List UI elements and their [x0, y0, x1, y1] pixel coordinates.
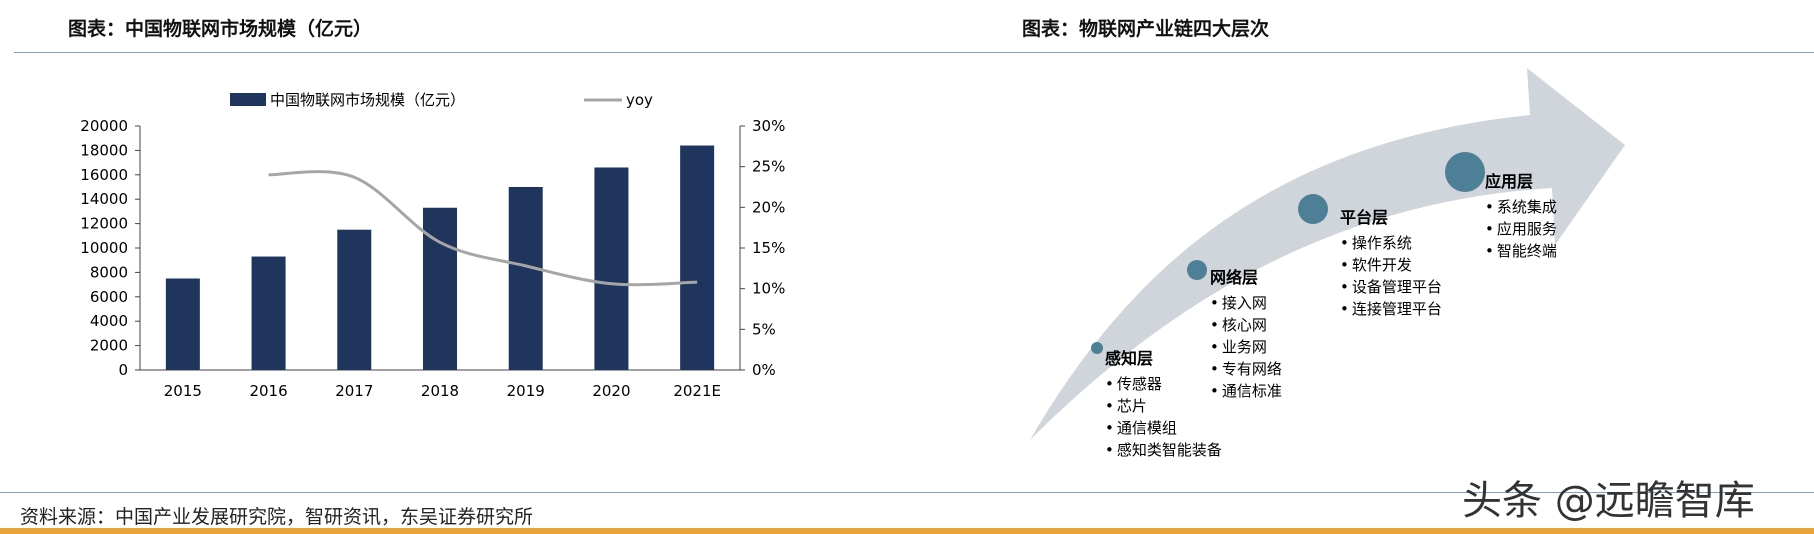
right-tick-label: 25%: [752, 158, 785, 176]
watermark: 头条 @远瞻智库: [1462, 478, 1755, 524]
layer-item: 芯片: [1105, 395, 1222, 417]
right-tick-label: 0%: [752, 361, 776, 379]
layer-item: 连接管理平台: [1340, 298, 1442, 320]
left-tick-label: 4000: [90, 312, 128, 330]
left-tick-label: 12000: [80, 215, 128, 233]
legend-bar-label: 中国物联网市场规模（亿元）: [270, 91, 465, 109]
perception-layer-node: [1091, 342, 1103, 354]
left-tick-label: 6000: [90, 288, 128, 306]
left-tick-label: 2000: [90, 337, 128, 355]
x-tick-label: 2016: [249, 382, 287, 400]
right-tick-label: 15%: [752, 239, 785, 257]
bar: [508, 187, 543, 370]
layer-item: 软件开发: [1340, 254, 1442, 276]
layer-title: 网络层: [1210, 268, 1259, 287]
left-tick-label: 0: [118, 361, 128, 379]
bar: [594, 167, 629, 370]
x-tick-label: 2021E: [673, 382, 721, 400]
footer-divider: [0, 492, 1814, 493]
source-note: 资料来源：中国产业发展研究院，智研资讯，东吴证券研究所: [20, 506, 534, 528]
layer-item: 系统集成: [1485, 196, 1557, 218]
left-tick-label: 16000: [80, 166, 128, 184]
bar: [251, 256, 286, 370]
layer-item: 专有网络: [1210, 358, 1282, 380]
chain-layer-application: 应用层 系统集成 应用服务 智能终端: [1485, 168, 1557, 262]
network-layer-node: [1187, 260, 1207, 280]
x-tick-label: 2018: [421, 382, 459, 400]
left-tick-label: 10000: [80, 239, 128, 257]
right-tick-label: 5%: [752, 320, 776, 338]
right-tick-label: 10%: [752, 280, 785, 298]
bar: [680, 145, 715, 370]
application-layer-node: [1445, 152, 1485, 192]
right-chart-title: 图表：物联网产业链四大层次: [1022, 18, 1270, 40]
layer-title: 感知层: [1105, 349, 1154, 368]
x-tick-label: 2019: [507, 382, 545, 400]
left-tick-label: 14000: [80, 190, 128, 208]
yoy-line: [268, 170, 698, 287]
layer-item: 通信标准: [1210, 380, 1282, 402]
x-tick-label: 2020: [592, 382, 630, 400]
layer-item: 传感器: [1105, 373, 1222, 395]
layer-item: 设备管理平台: [1340, 276, 1442, 298]
left-tick-label: 20000: [80, 117, 128, 135]
bar: [165, 278, 200, 370]
layer-item: 通信模组: [1105, 417, 1222, 439]
left-tick-label: 18000: [80, 141, 128, 159]
right-tick-label: 20%: [752, 198, 785, 216]
layer-title: 平台层: [1340, 208, 1389, 227]
layer-item: 业务网: [1210, 336, 1282, 358]
industry-chain-arrow: [1030, 68, 1625, 440]
platform-layer-node: [1298, 194, 1328, 224]
layer-item: 核心网: [1210, 314, 1282, 336]
layer-title: 应用层: [1485, 172, 1534, 191]
market-size-chart: 0 2000 4000 6000 8000 10000 12000 14000 16000 180…: [80, 91, 785, 400]
legend-line-label: yoy: [626, 91, 653, 109]
left-chart-title: 图表：中国物联网市场规模（亿元）: [68, 18, 373, 40]
legend-bar-swatch: [230, 93, 266, 106]
bottom-accent-bar: [0, 528, 1814, 534]
layer-item: 接入网: [1210, 292, 1282, 314]
layer-item: 感知类智能装备: [1105, 439, 1222, 461]
layer-item: 操作系统: [1340, 232, 1442, 254]
x-tick-label: 2015: [164, 382, 202, 400]
layer-item: 智能终端: [1485, 240, 1557, 262]
bar: [337, 229, 372, 370]
left-tick-label: 8000: [90, 263, 128, 281]
bar: [423, 207, 457, 370]
chain-layer-perception: 感知层 传感器 芯片 通信模组 感知类智能装备: [1105, 345, 1222, 461]
right-tick-label: 30%: [752, 117, 785, 135]
x-tick-label: 2017: [335, 382, 373, 400]
layer-item: 应用服务: [1485, 218, 1557, 240]
chain-layer-platform: 平台层 操作系统 软件开发 设备管理平台 连接管理平台: [1340, 204, 1442, 320]
header-divider: [14, 52, 1814, 53]
chain-layer-network: 网络层 接入网 核心网 业务网 专有网络 通信标准: [1210, 264, 1282, 402]
